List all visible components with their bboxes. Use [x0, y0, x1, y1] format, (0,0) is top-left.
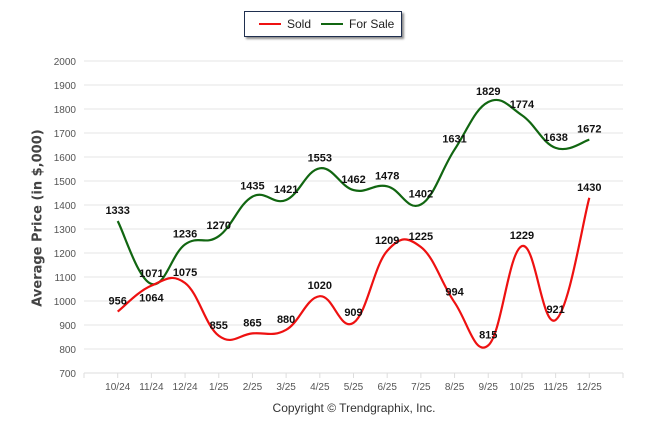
- x-tick-label: 11/24: [139, 382, 164, 393]
- x-tick-label: 5/25: [344, 382, 364, 393]
- data-label-sold: 956: [109, 296, 127, 308]
- data-label-for-sale: 1638: [543, 132, 567, 144]
- data-label-sold: 1020: [308, 280, 332, 292]
- data-label-sold: 909: [344, 307, 362, 319]
- x-tick-label: 11/25: [543, 382, 568, 393]
- y-tick-label: 1300: [54, 225, 77, 236]
- data-label-for-sale: 1672: [577, 124, 601, 136]
- data-label-sold: 1225: [409, 231, 433, 243]
- data-label-sold: 1430: [577, 182, 601, 194]
- y-tick-label: 1200: [54, 249, 77, 260]
- x-tick-label: 1/25: [209, 382, 229, 393]
- data-label-for-sale: 1462: [341, 174, 365, 186]
- data-label-for-sale: 1071: [139, 268, 163, 280]
- y-tick-label: 1700: [54, 129, 77, 140]
- data-label-for-sale: 1236: [173, 228, 197, 240]
- y-axis-ticks: 2000 1900 1800 1700 1600 1500 1400 1300 1200 1100…: [54, 57, 77, 380]
- data-label-for-sale: 1553: [308, 152, 332, 164]
- x-tick-label: 9/25: [479, 382, 499, 393]
- x-tick-label: 3/25: [276, 382, 296, 393]
- series-line-for-sale: [116, 98, 590, 286]
- x-tick-label: 2/25: [243, 382, 263, 393]
- y-axis-label: Average Price (in $,000): [30, 129, 46, 307]
- data-label-sold: 1209: [375, 235, 399, 247]
- x-tick-label: 8/25: [445, 382, 465, 393]
- legend: Sold For Sale: [244, 11, 402, 37]
- x-tick-label: 10/25: [509, 382, 534, 393]
- y-tick-label: 1100: [54, 273, 76, 284]
- y-tick-label: 900: [59, 321, 76, 332]
- legend-item-for-sale[interactable]: For Sale: [349, 17, 395, 31]
- y-tick-label: 2000: [54, 57, 77, 68]
- legend-swatch-sold: [259, 23, 281, 25]
- data-label-sold: 880: [277, 314, 295, 326]
- data-label-for-sale: 1270: [207, 220, 231, 232]
- data-label-for-sale: 1421: [274, 184, 298, 196]
- data-label-for-sale: 1333: [105, 205, 129, 217]
- y-tick-label: 1800: [54, 105, 77, 116]
- x-tick-label: 7/25: [411, 382, 431, 393]
- data-label-for-sale: 1631: [442, 134, 466, 146]
- x-tick-label: 6/25: [377, 382, 397, 393]
- data-label-sold: 994: [445, 286, 464, 298]
- data-label-sold: 921: [546, 304, 564, 316]
- series-lines: [116, 98, 591, 349]
- legend-swatch-for-sale: [321, 23, 343, 25]
- x-tick-label: 12/25: [577, 382, 602, 393]
- data-label-for-sale: 1402: [409, 189, 433, 201]
- y-tick-label: 1900: [54, 81, 77, 92]
- x-axis: 10/24 11/24 12/24 1/25 2/25 3/25 4/25 5/25 6/25 7…: [83, 372, 624, 393]
- data-label-for-sale: 1478: [375, 170, 399, 182]
- x-tick-label: 10/24: [105, 382, 130, 393]
- x-tick-label: 4/25: [310, 382, 330, 393]
- data-labels: 956 1064 1075 855 865 880 1020 909 1209 1225 994 81…: [105, 86, 601, 341]
- legend-item-sold[interactable]: Sold: [287, 17, 312, 31]
- y-tick-label: 1400: [54, 201, 77, 212]
- y-tick-label: 700: [59, 369, 76, 380]
- data-label-sold: 1064: [139, 293, 164, 305]
- data-label-sold: 815: [479, 329, 497, 341]
- y-tick-label: 1500: [54, 177, 77, 188]
- data-label-for-sale: 1829: [476, 86, 500, 98]
- data-label-sold: 1075: [173, 267, 197, 279]
- data-label-sold: 855: [210, 320, 228, 332]
- y-tick-label: 1600: [54, 153, 77, 164]
- y-tick-label: 1000: [54, 297, 77, 308]
- y-tick-label: 800: [59, 345, 76, 356]
- data-label-for-sale: 1774: [510, 99, 535, 111]
- data-label-for-sale: 1435: [240, 181, 264, 193]
- data-label-sold: 865: [243, 317, 261, 329]
- gridlines: [84, 60, 623, 350]
- data-label-sold: 1229: [510, 230, 534, 242]
- x-tick-label: 12/24: [173, 382, 198, 393]
- copyright-text: Copyright © Trendgraphix, Inc.: [272, 401, 436, 415]
